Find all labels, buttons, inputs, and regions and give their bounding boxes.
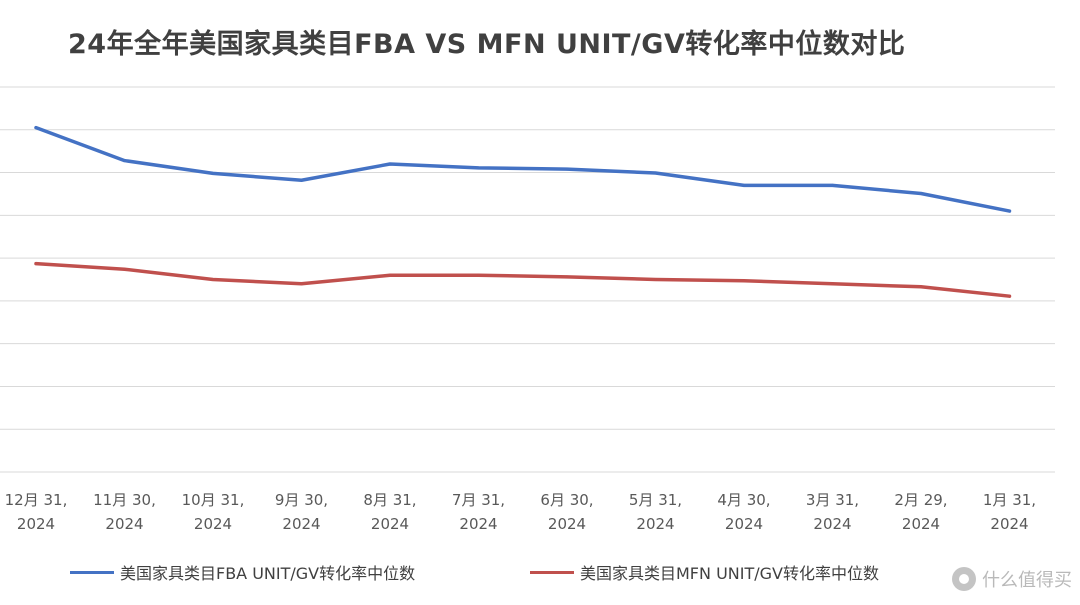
data-point-fba — [831, 183, 834, 187]
x-tick-label: 10月 31, 2024 — [182, 491, 245, 533]
data-point-fba — [300, 178, 303, 182]
legend-item-mfn: 美国家具类目MFN UNIT/GV转化率中位数 — [530, 560, 879, 584]
smzdm-logo-icon — [952, 567, 976, 591]
x-tick-label: 3月 31, 2024 — [806, 491, 859, 533]
x-tick-label: 8月 31, 2024 — [363, 491, 416, 533]
x-tick-label: 5月 31, 2024 — [629, 491, 682, 533]
legend-label-mfn: 美国家具类目MFN UNIT/GV转化率中位数 — [580, 564, 879, 583]
data-point-mfn — [565, 275, 569, 279]
data-point-fba — [388, 162, 392, 166]
data-point-mfn — [34, 262, 38, 266]
data-point-mfn — [654, 278, 657, 281]
data-point-fba — [565, 167, 569, 171]
data-point-fba — [123, 159, 126, 163]
series-line-fba — [34, 125, 1012, 213]
data-point-mfn — [388, 273, 392, 277]
x-tick-label: 7月 31, 2024 — [452, 491, 505, 533]
data-point-fba — [477, 166, 480, 170]
x-tick-label: 11月 30, 2024 — [93, 491, 156, 533]
data-point-fba — [34, 126, 38, 130]
series-line-mfn — [34, 261, 1012, 298]
data-point-mfn — [123, 267, 126, 271]
data-point-fba — [654, 171, 657, 175]
data-point-fba — [919, 192, 923, 196]
data-point-mfn — [831, 282, 834, 286]
data-point-mfn — [300, 282, 303, 286]
x-tick-label: 6月 30, 2024 — [540, 491, 593, 533]
data-point-mfn — [1008, 294, 1011, 298]
data-point-mfn — [919, 285, 923, 289]
data-point-fba — [742, 183, 746, 187]
chart-title: 24年全年美国家具类目FBA VS MFN UNIT/GV转化率中位数对比 — [68, 29, 906, 60]
legend-swatch-mfn — [530, 570, 574, 574]
x-tick-label: 12月 31, 2024 — [5, 491, 68, 533]
watermark: 什么值得买 — [952, 566, 1072, 592]
legend-swatch-fba — [70, 570, 114, 574]
x-tick-label: 9月 30, 2024 — [275, 491, 328, 533]
data-point-mfn — [211, 278, 215, 281]
data-point-mfn — [742, 279, 746, 283]
legend-item-fba: 美国家具类目FBA UNIT/GV转化率中位数 — [70, 560, 415, 584]
x-tick-label: 1月 31, 2024 — [983, 491, 1036, 533]
watermark-text: 什么值得买 — [982, 570, 1072, 591]
x-tick-label: 4月 30, 2024 — [717, 491, 770, 533]
legend-label-fba: 美国家具类目FBA UNIT/GV转化率中位数 — [120, 564, 416, 583]
data-point-fba — [211, 171, 215, 175]
data-point-fba — [1008, 209, 1011, 213]
data-point-mfn — [477, 273, 480, 277]
x-tick-label: 2月 29, 2024 — [894, 491, 947, 533]
